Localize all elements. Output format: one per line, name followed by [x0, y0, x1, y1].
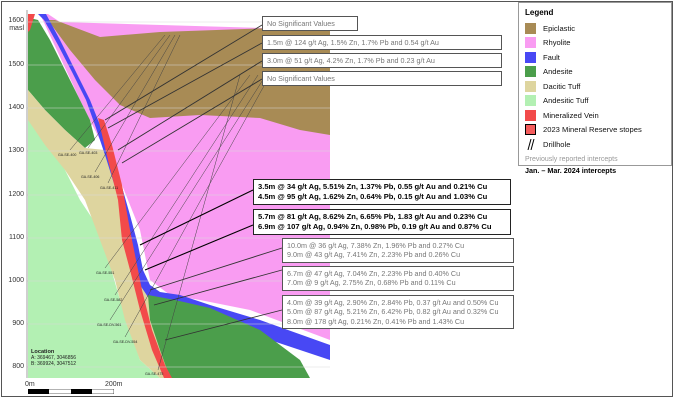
- mineralized-vein-upper: [28, 14, 35, 32]
- legend-item-rhyolite: Rhyolite: [525, 36, 665, 51]
- intercept-line: 7.0m @ 9 g/t Ag, 2.75% Zn, 0.68% Pb and …: [287, 278, 456, 288]
- tick-1100: 1100: [8, 234, 24, 241]
- andesite-swatch: [525, 66, 536, 78]
- legend-item-drillhole: Drillhole: [525, 137, 665, 152]
- callout-intercept-2: 1.5m @ 124 g/t Ag, 1.5% Zn, 1.7% Pb and …: [262, 35, 502, 51]
- callout-no-significant-4: No Significant Values: [262, 71, 502, 87]
- legend-item-mineralized-vein: Mineralized Vein: [525, 108, 665, 123]
- intercept-line: 4.5m @ 95 g/t Ag, 1.62% Zn, 0.64% Pb, 0.…: [258, 192, 488, 201]
- drillhole-label: GA-SE-582: [104, 298, 123, 302]
- scale-start: 0m: [25, 381, 35, 388]
- drillhole-traces: [69, 34, 271, 371]
- fault-swatch: [525, 51, 536, 63]
- intercept-line: 5.7m @ 81 g/t Ag, 8.62% Zn, 6.65% Pb, 1.…: [258, 212, 488, 221]
- scale-bar: [28, 389, 114, 394]
- drillhole-label: GA-SE-403: [79, 151, 98, 155]
- tick-800: 800: [12, 363, 24, 370]
- callout-intercept-8: 6.7m @ 47 g/t Ag, 7.04% Zn, 2.23% Pb and…: [282, 266, 514, 291]
- drillhole-label: GA-SE-400: [58, 153, 77, 157]
- andesitic-tuff-unit: [28, 14, 160, 378]
- tick-1300: 1300: [8, 147, 24, 154]
- legend-title: Legend: [525, 8, 554, 17]
- drillhole-label: GA-SE-475: [145, 372, 164, 376]
- drillhole-label: GA-SE-551: [96, 271, 115, 275]
- legend-item-reserve-stopes: 2023 Mineral Reserve stopes: [525, 123, 665, 138]
- dacitic-tuff-swatch: [525, 80, 536, 92]
- mineralized-vein-swatch: [525, 109, 536, 121]
- tick-1500: 1500: [8, 61, 24, 68]
- intercept-line: 9.0m @ 43 g/t Ag, 7.41% Zn, 2.23% Pb and…: [287, 250, 461, 260]
- intercept-line: 8.0m @ 178 g/t Ag, 0.21% Zn, 0.41% Pb an…: [287, 316, 465, 326]
- callout-no-significant-1: No Significant Values: [262, 16, 358, 32]
- tick-1200: 1200: [8, 191, 24, 198]
- legend: Legend Epiclastic Rhyolite Fault Andesit…: [518, 2, 672, 175]
- legend-previous-note: Previously reported intercepts: [525, 155, 618, 163]
- intercept-line: 4.0m @ 39 g/t Ag, 2.90% Zn, 2.84% Pb, 0.…: [287, 298, 499, 307]
- legend-new-note: Jan. – Mar. 2024 intercepts: [525, 165, 617, 175]
- callout-new-intercept-6: 5.7m @ 81 g/t Ag, 8.62% Zn, 6.65% Pb, 1.…: [253, 209, 511, 235]
- legend-item-andesitic-tuff: Andesitic Tuff: [525, 94, 665, 109]
- location-info: Location A: 369467, 3046856 B: 369924, 3…: [31, 349, 76, 367]
- legend-item-andesite: Andesite: [525, 65, 665, 80]
- andesite-unit-lower: [148, 295, 310, 378]
- intercept-line: 6.9m @ 107 g/t Ag, 0.94% Zn, 0.98% Pb, 0…: [258, 222, 492, 231]
- scale-end: 200m: [105, 381, 123, 388]
- tick-1000: 1000: [8, 277, 24, 284]
- intercept-line: 6.7m @ 47 g/t Ag, 7.04% Zn, 2.23% Pb and…: [287, 269, 461, 278]
- legend-item-epiclastic: Epiclastic: [525, 21, 665, 36]
- axis-unit: masl: [9, 25, 24, 32]
- drillhole-icon: [527, 138, 535, 150]
- location-title: Location: [31, 349, 55, 355]
- drillhole-label: GA-SE-406: [81, 175, 100, 179]
- drillhole-label: GA-SE-411: [100, 186, 119, 190]
- dacitic-tuff-unit: [28, 90, 175, 378]
- rhyolite-swatch: [525, 37, 536, 49]
- location-b: B: 369924, 3047512: [31, 361, 77, 367]
- andesitic-tuff-swatch: [525, 95, 536, 107]
- intercept-line: 10.0m @ 36 g/t Ag, 7.38% Zn, 1.96% Pb an…: [287, 241, 465, 250]
- legend-item-fault: Fault: [525, 50, 665, 65]
- epiclastic-swatch: [525, 22, 536, 34]
- drillhole-label: GA-SE-DV-561: [97, 323, 122, 327]
- tick-1400: 1400: [8, 104, 24, 111]
- callout-new-intercept-5: 3.5m @ 34 g/t Ag, 5.51% Zn, 1.37% Pb, 0.…: [253, 179, 511, 205]
- reserve-stopes-swatch: [525, 124, 536, 136]
- andesite-unit-upper: [28, 18, 95, 148]
- callout-intercept-3: 3.0m @ 51 g/t Ag, 4.2% Zn, 1.7% Pb and 0…: [262, 53, 502, 69]
- tick-900: 900: [12, 320, 24, 327]
- epiclastic-unit: [48, 20, 330, 135]
- callout-intercept-9: 4.0m @ 39 g/t Ag, 2.90% Zn, 2.84% Pb, 0.…: [282, 295, 514, 330]
- legend-item-dacitic-tuff: Dacitic Tuff: [525, 79, 665, 94]
- intercept-line: 5.0m @ 87 g/t Ag, 5.21% Zn, 6.42% Pb, 0.…: [287, 307, 499, 317]
- intercept-line: 3.5m @ 34 g/t Ag, 5.51% Zn, 1.37% Pb, 0.…: [258, 182, 488, 191]
- location-a: A: 369467, 3046856: [31, 355, 77, 361]
- callout-intercept-7: 10.0m @ 36 g/t Ag, 7.38% Zn, 1.96% Pb an…: [282, 238, 514, 263]
- drillhole-label: GA-SE-DV-554: [113, 340, 138, 344]
- mineralized-vein: [98, 118, 172, 378]
- tick-1600: 1600: [8, 17, 24, 24]
